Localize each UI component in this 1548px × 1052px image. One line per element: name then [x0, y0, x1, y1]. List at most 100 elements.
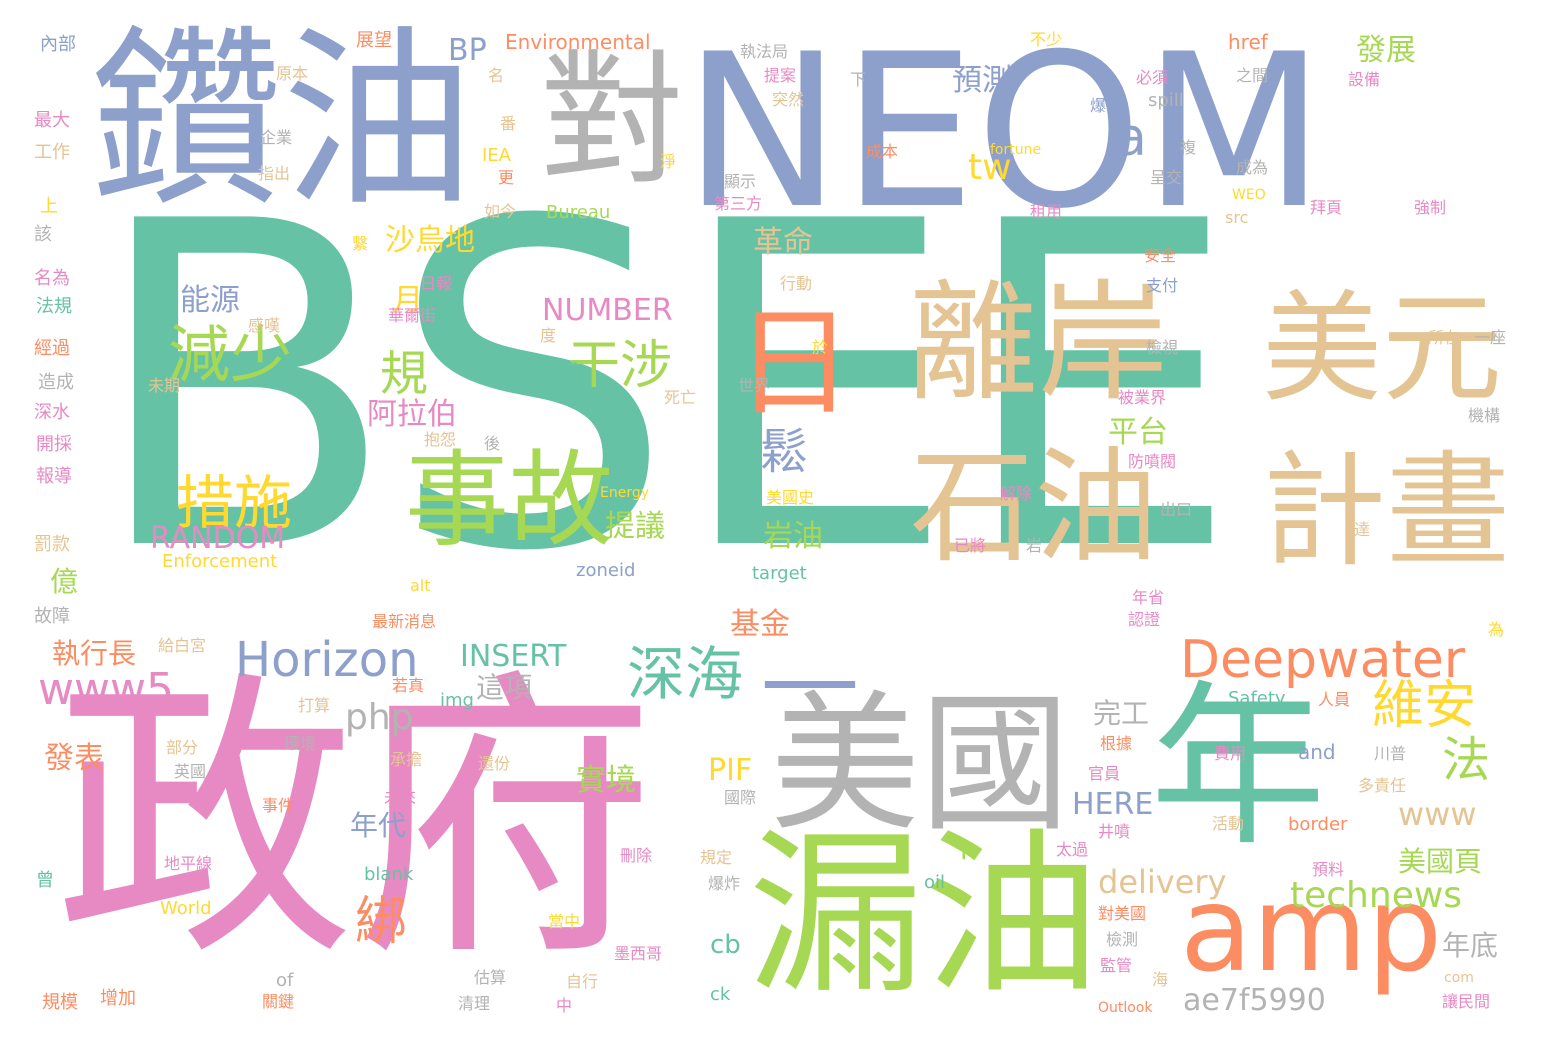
word: 美國頁 — [1398, 845, 1483, 878]
word: 名 — [488, 66, 505, 85]
word: 川普 — [1374, 744, 1407, 763]
word: 根據 — [1100, 734, 1133, 753]
word: a — [1115, 108, 1147, 168]
word: 對美國 — [1098, 904, 1147, 923]
word: 革命 — [753, 225, 813, 260]
word: 出口 — [1160, 500, 1193, 519]
word: 於 — [812, 338, 829, 357]
word: 人員 — [1318, 690, 1351, 709]
word: 離岸 — [908, 267, 1169, 419]
word: 名為 — [34, 268, 70, 289]
word: 檢視 — [1146, 338, 1179, 357]
word: 美國 — [770, 678, 1071, 852]
word: 沙烏地 — [385, 223, 475, 258]
word: 更 — [498, 168, 515, 187]
word: and — [1298, 740, 1336, 764]
word: 認證 — [1128, 610, 1161, 629]
word: Outlook — [1098, 1000, 1153, 1016]
word: 日報 — [420, 274, 453, 293]
word: 租用 — [1030, 202, 1063, 221]
word: NUMBER — [542, 293, 673, 328]
word: 這項 — [476, 671, 533, 704]
word: 當中 — [548, 912, 581, 931]
word: 清理 — [458, 994, 491, 1013]
word: 第三方 — [714, 194, 763, 213]
word: 必須 — [1136, 68, 1169, 87]
word: 為 — [1488, 620, 1505, 639]
word: Horizon — [235, 632, 419, 688]
word: 鑽油 — [90, 10, 474, 233]
word: 承擔 — [390, 750, 423, 769]
word: 下 — [850, 70, 867, 89]
word: 已將 — [954, 536, 987, 555]
word: 安全 — [1144, 246, 1177, 265]
word: 增加 — [100, 988, 136, 1009]
word: 報導 — [36, 466, 72, 487]
word: 防噴閥 — [1128, 452, 1177, 471]
word: 爆發 — [1090, 96, 1123, 115]
word: NEOM — [683, 8, 1326, 255]
word: oil — [924, 872, 946, 893]
word: 所在 — [1428, 328, 1461, 347]
word: BSEE — [90, 127, 1240, 649]
word: 死亡 — [664, 388, 697, 407]
word: 估算 — [474, 968, 507, 987]
word: 達 — [1354, 520, 1371, 539]
word: 度 — [540, 326, 557, 345]
word: 深海 — [627, 640, 744, 708]
word: 機構 — [1468, 406, 1501, 425]
word: 提議 — [605, 509, 665, 544]
word: 官員 — [1088, 764, 1121, 783]
word: 造成 — [38, 372, 74, 393]
word: 規模 — [42, 992, 78, 1013]
word: BP — [448, 33, 487, 68]
word: 未來 — [384, 788, 417, 807]
word: PIF — [708, 753, 753, 788]
word: 給白宮 — [158, 636, 207, 655]
word: delivery — [1098, 863, 1227, 901]
word: 企業 — [260, 128, 293, 147]
word: 綁 — [355, 892, 408, 952]
word: 顯示 — [724, 172, 757, 191]
word: Enforcement — [162, 551, 278, 572]
word: 指出 — [258, 164, 291, 183]
word: 事故 — [405, 439, 614, 561]
word: 拜頁 — [1310, 198, 1343, 217]
word: 爆炸 — [708, 874, 741, 893]
word: 最新消息 — [372, 612, 437, 631]
word: 成本 — [866, 142, 899, 161]
word: 活動 — [1212, 814, 1245, 833]
word: 監管 — [1100, 956, 1133, 975]
word: 實境 — [576, 763, 636, 798]
word: 執法局 — [740, 42, 789, 61]
word: 中 — [556, 996, 573, 1015]
word: zoneid — [576, 560, 636, 581]
word: 故障 — [34, 606, 70, 627]
word: 平台 — [1108, 415, 1168, 450]
word: 年底 — [1442, 929, 1499, 962]
word: 未期 — [148, 376, 181, 395]
word: 費用 — [1214, 744, 1247, 763]
word: 基金 — [730, 607, 790, 642]
word: 一座 — [1474, 328, 1507, 347]
word: 政府 — [55, 647, 655, 996]
word: ae7f5990 — [1183, 983, 1326, 1018]
word: 岩 — [1026, 536, 1043, 555]
word: 工作 — [34, 142, 70, 163]
word: 海 — [1152, 970, 1169, 989]
word: 後 — [484, 434, 501, 453]
word: 最大 — [34, 110, 70, 131]
word: Deepwater — [1180, 630, 1466, 690]
word: alt — [410, 576, 431, 595]
word: 深水 — [34, 402, 70, 423]
word: 英國 — [174, 762, 207, 781]
word: 墨西哥 — [614, 944, 663, 963]
word: src — [1225, 208, 1249, 227]
word: spill — [1148, 90, 1184, 111]
word: INSERT — [460, 639, 567, 674]
word: 鬆 — [760, 424, 809, 480]
word: 設備 — [1348, 70, 1381, 89]
word: 展望 — [356, 30, 392, 51]
word: 年省 — [1132, 588, 1165, 607]
word: 石油 — [910, 436, 1159, 580]
